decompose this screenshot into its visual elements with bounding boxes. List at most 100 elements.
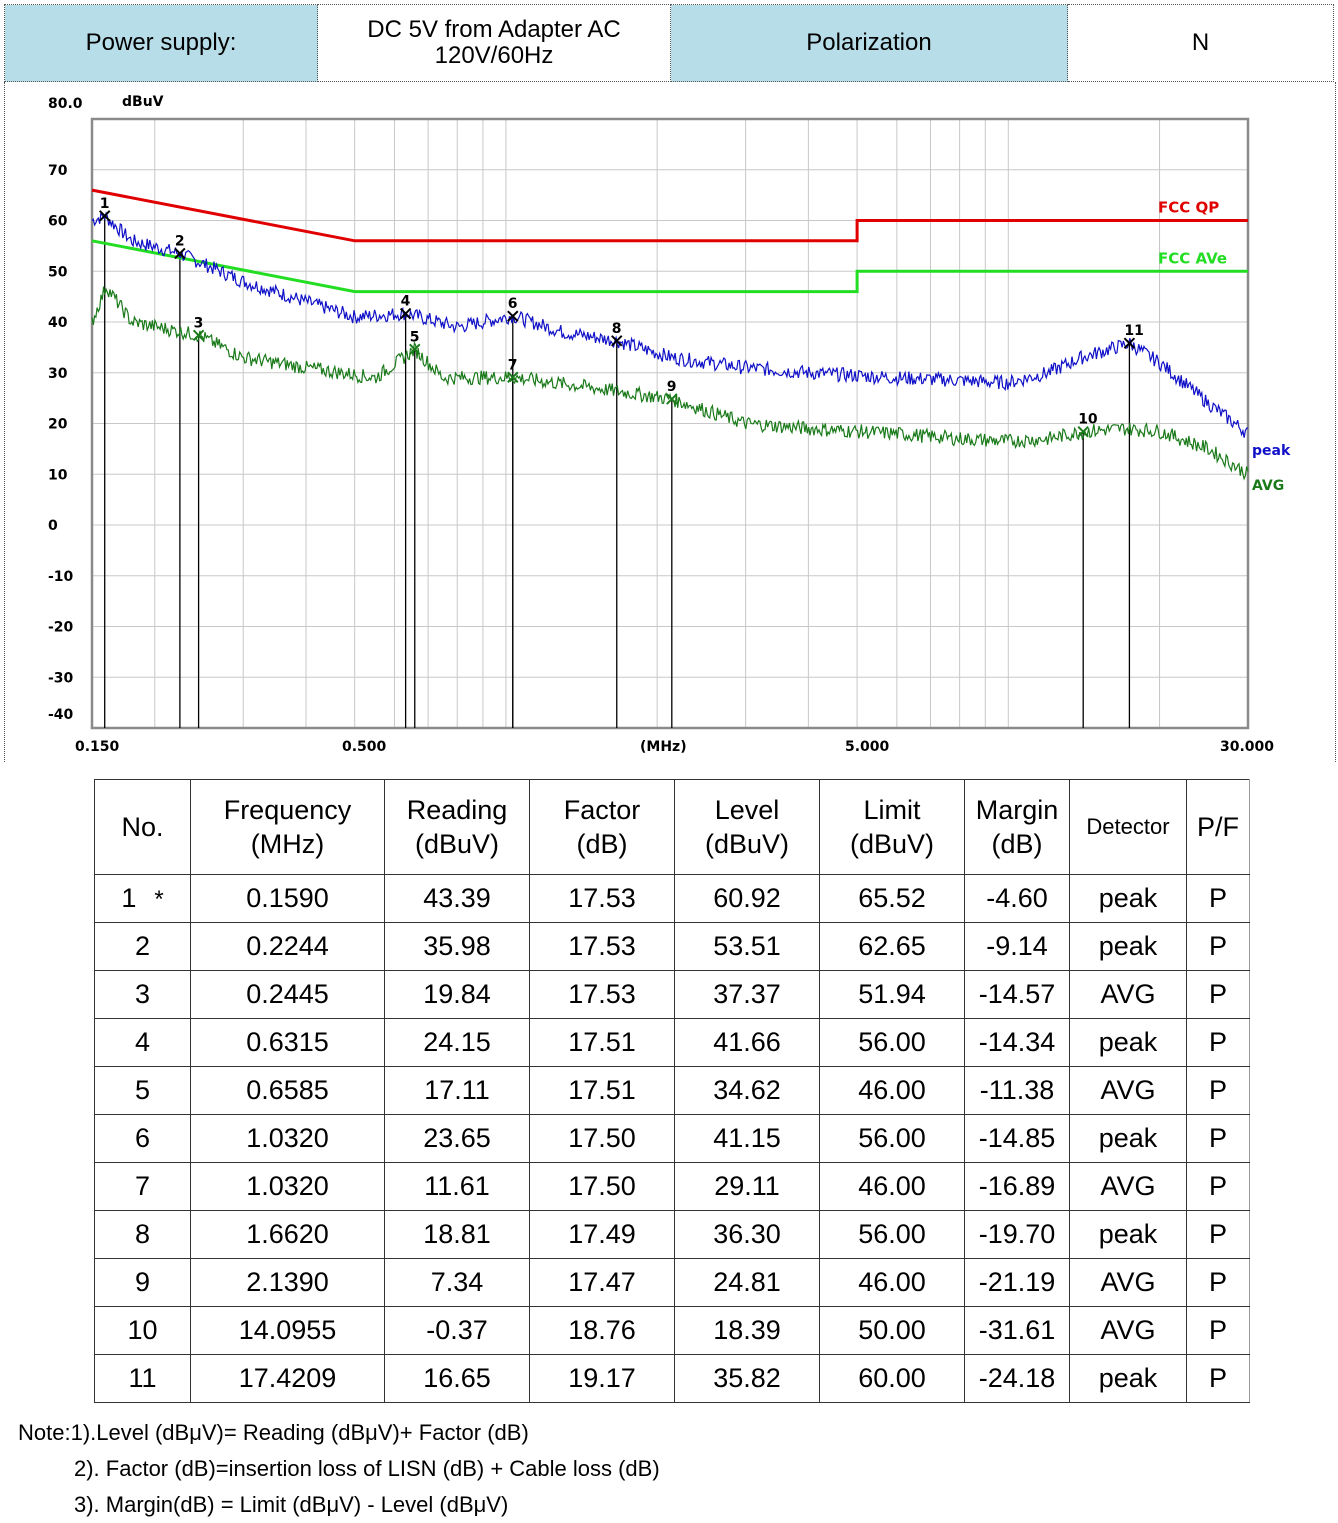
table-cell: 46.00 <box>819 1258 965 1307</box>
table-cell: 23.65 <box>384 1114 530 1163</box>
table-cell: 50.00 <box>819 1306 965 1355</box>
table-cell: peak <box>1069 1018 1187 1067</box>
column-header: Margin (dB) <box>964 779 1070 875</box>
column-header-text: (dBuV) <box>414 829 500 859</box>
emission-chart: 80.0 70 60 50 40 30 20 10 0 -10 -20 -30 -40 dBuV 0.150… <box>48 94 1291 755</box>
table-cell: peak <box>1069 1114 1187 1163</box>
table-cell: 2 <box>94 922 191 971</box>
table-cell: -0.37 <box>384 1306 530 1355</box>
table-cell: 24.81 <box>674 1258 820 1307</box>
column-header-text: Frequency <box>223 795 352 825</box>
table-cell: -31.61 <box>964 1306 1070 1355</box>
table-cell: 41.66 <box>674 1018 820 1067</box>
marker-number: 11 <box>1124 323 1143 339</box>
marker-number: 1 <box>100 196 110 212</box>
avg-trace <box>91 286 1249 481</box>
table-row: 11 17.4209 16.65 19.17 35.82 60.00 -24.18 peak P <box>94 1354 1250 1403</box>
y-unit-label: dBuV <box>122 94 164 110</box>
table-cell: 17.4209 <box>190 1354 385 1403</box>
table-row: 9 2.1390 7.34 17.47 24.81 46.00 -21.19 AVG P <box>94 1258 1250 1307</box>
table-cell: P <box>1186 1354 1250 1403</box>
peak-trace <box>91 211 1249 438</box>
table-cell: 36.30 <box>674 1210 820 1259</box>
table-cell: 46.00 <box>819 1066 965 1115</box>
table-cell: P <box>1186 922 1250 971</box>
table-cell: 17.51 <box>529 1066 675 1115</box>
table-cell: 37.37 <box>674 970 820 1019</box>
table-cell: 2.1390 <box>190 1258 385 1307</box>
table-cell: -16.89 <box>964 1162 1070 1211</box>
table-cell: 41.15 <box>674 1114 820 1163</box>
table-cell: 3 <box>94 970 191 1019</box>
table-cell: 34.62 <box>674 1066 820 1115</box>
marker-cross <box>507 371 519 383</box>
marker-cross <box>99 210 111 222</box>
marker-cross <box>409 343 421 356</box>
table-cell: 56.00 <box>819 1114 965 1163</box>
y-tick-label: 60 <box>48 214 68 230</box>
table-cell: 0.6585 <box>190 1066 385 1115</box>
y-tick-label: -10 <box>48 569 74 585</box>
column-header-text: P/F <box>1196 812 1239 842</box>
x-tick-label: 0.500 <box>342 739 387 755</box>
table-cell: 1.0320 <box>190 1162 385 1211</box>
table-cell: AVG <box>1069 1258 1187 1307</box>
y-tick-label: -30 <box>48 670 74 686</box>
fcc-qp-limit-line <box>91 188 1248 243</box>
table-cell: 35.82 <box>674 1354 820 1403</box>
worst-case-star: * <box>154 886 164 913</box>
peak-series-label: peak <box>1252 443 1291 459</box>
marker-number: 8 <box>612 321 622 337</box>
table-cell: 43.39 <box>384 874 530 923</box>
power-supply-value: DC 5V from Adapter AC 120V/60Hz <box>317 4 671 82</box>
table-header-row: No. Frequency (MHz) Reading (dBuV) Factor (dB)… <box>94 779 1250 875</box>
table-cell: 0.2445 <box>190 970 385 1019</box>
table-cell: 10 <box>94 1306 191 1355</box>
table-cell: 17.47 <box>529 1258 675 1307</box>
table-cell: AVG <box>1069 970 1187 1019</box>
table-cell: 0.6315 <box>190 1018 385 1067</box>
table-cell: 16.65 <box>384 1354 530 1403</box>
y-tick-label: 70 <box>48 163 68 179</box>
marker-cross <box>1077 425 1089 438</box>
column-header: No. <box>94 779 191 875</box>
x-tick-label: 30.000 <box>1220 739 1274 755</box>
x-tick-label: 5.000 <box>845 739 890 755</box>
table-cell: 29.11 <box>674 1162 820 1211</box>
table-row: 2 0.2244 35.98 17.53 53.51 62.65 -9.14 peak P <box>94 922 1250 971</box>
column-header: Reading (dBuV) <box>384 779 530 875</box>
table-cell: 17.51 <box>529 1018 675 1067</box>
table-row: 1 * 0.1590 43.39 17.53 60.92 65.52 -4.60 peak P <box>94 874 1250 923</box>
table-cell: 7 <box>94 1162 191 1211</box>
table-cell: 14.0955 <box>190 1306 385 1355</box>
marker-cross <box>666 393 678 405</box>
column-header: P/F <box>1186 779 1250 875</box>
y-tick-label: 20 <box>48 417 68 433</box>
column-header: Level (dBuV) <box>674 779 820 875</box>
marker-number: 9 <box>667 379 677 395</box>
table-cell: AVG <box>1069 1306 1187 1355</box>
table-cell: 7.34 <box>384 1258 530 1307</box>
column-header-text: (dBuV) <box>704 829 790 859</box>
table-cell: P <box>1186 1306 1250 1355</box>
table-cell: 17.50 <box>529 1162 675 1211</box>
table-cell: P <box>1186 1210 1250 1259</box>
table-cell: 0.1590 <box>190 874 385 923</box>
y-tick-label: 40 <box>48 315 68 331</box>
column-header-text: Level <box>714 795 780 825</box>
table-row: 5 0.6585 17.11 17.51 34.62 46.00 -11.38 AVG P <box>94 1066 1250 1115</box>
fcc-ave-label: FCC AVe <box>1158 249 1227 267</box>
table-cell: P <box>1186 1162 1250 1211</box>
column-header-text: Limit <box>863 795 921 825</box>
table-cell: AVG <box>1069 1162 1187 1211</box>
table-cell: 11 <box>94 1354 191 1403</box>
marker-cross <box>507 310 519 322</box>
table-cell: 5 <box>94 1066 191 1115</box>
table-cell: 1.6620 <box>190 1210 385 1259</box>
plot-border <box>90 117 1250 730</box>
table-cell: 4 <box>94 1018 191 1067</box>
table-row: 10 14.0955 -0.37 18.76 18.39 50.00 -31.61 AVG P <box>94 1306 1250 1355</box>
table-cell: 18.39 <box>674 1306 820 1355</box>
table-cell: 62.65 <box>819 922 965 971</box>
marker-number: 7 <box>508 357 518 373</box>
